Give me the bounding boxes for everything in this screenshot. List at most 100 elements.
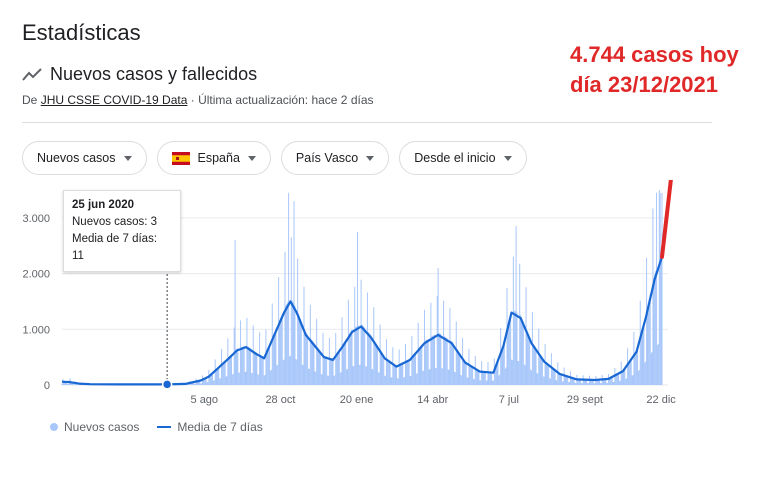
case-bar bbox=[554, 369, 556, 385]
case-bar bbox=[421, 344, 423, 385]
case-bar bbox=[360, 279, 362, 385]
case-bar bbox=[381, 352, 383, 385]
case-bar bbox=[439, 333, 441, 385]
y-tick-label: 1.000 bbox=[22, 324, 50, 336]
case-bar bbox=[651, 352, 653, 385]
case-bar bbox=[555, 380, 557, 385]
case-bar bbox=[204, 378, 206, 385]
case-bar bbox=[521, 316, 523, 385]
case-bar bbox=[558, 372, 560, 385]
case-bar bbox=[218, 366, 220, 385]
case-bar bbox=[376, 343, 378, 385]
case-bar bbox=[616, 373, 618, 385]
case-bar bbox=[411, 336, 413, 385]
legend-item-line[interactable]: Media de 7 días bbox=[157, 420, 263, 434]
case-bar bbox=[393, 363, 395, 385]
case-bar bbox=[635, 351, 637, 385]
period-dropdown[interactable]: Desde el inicio bbox=[399, 141, 527, 175]
case-bar bbox=[321, 374, 323, 385]
case-bar bbox=[197, 380, 199, 385]
case-bar bbox=[630, 358, 632, 385]
case-bar bbox=[215, 369, 217, 385]
case-bar bbox=[311, 340, 313, 385]
case-bar bbox=[284, 251, 286, 385]
case-bar bbox=[235, 349, 237, 385]
case-bar bbox=[370, 335, 372, 385]
cases-chart[interactable]: 0 1.000 2.000 3.000 5 ago 28 oct 20 ene 14 abr 7… bbox=[0, 180, 775, 415]
case-bar bbox=[273, 333, 275, 385]
case-bar bbox=[280, 315, 282, 385]
case-bar bbox=[463, 358, 465, 385]
case-bar bbox=[625, 378, 627, 385]
case-bar bbox=[489, 371, 491, 385]
case-bar bbox=[187, 384, 189, 385]
case-bar bbox=[341, 317, 343, 385]
case-bar bbox=[417, 322, 419, 385]
case-bar bbox=[200, 383, 202, 385]
case-bar bbox=[598, 379, 600, 385]
case-bar bbox=[301, 364, 303, 385]
case-bar bbox=[515, 226, 517, 385]
case-bar bbox=[615, 374, 617, 385]
case-bar bbox=[221, 363, 223, 385]
case-bar bbox=[466, 377, 468, 385]
case-bar bbox=[586, 379, 588, 385]
case-bar bbox=[467, 377, 469, 385]
case-bar bbox=[631, 375, 633, 385]
case-bar bbox=[580, 383, 582, 385]
case-bar bbox=[414, 352, 416, 385]
case-bar bbox=[356, 231, 358, 385]
case-bar bbox=[449, 307, 451, 385]
case-bar bbox=[520, 314, 522, 385]
metric-dropdown[interactable]: Nuevos casos bbox=[22, 141, 147, 175]
case-bar bbox=[309, 304, 311, 385]
case-bar bbox=[391, 377, 393, 385]
case-bar bbox=[67, 383, 69, 385]
x-tick-label: 20 ene bbox=[340, 394, 374, 406]
case-bar bbox=[64, 381, 66, 385]
case-bar bbox=[454, 372, 456, 385]
case-bar bbox=[457, 350, 459, 385]
case-bar bbox=[659, 192, 661, 385]
case-bar bbox=[364, 327, 366, 385]
case-bar bbox=[499, 374, 501, 385]
case-bar bbox=[230, 355, 232, 385]
case-bar bbox=[432, 335, 434, 385]
caret-down-icon bbox=[503, 155, 512, 161]
case-bar bbox=[329, 357, 331, 385]
case-bar bbox=[242, 346, 244, 385]
case-bar bbox=[270, 369, 272, 385]
case-bar bbox=[492, 380, 494, 385]
source-link[interactable]: JHU CSSE COVID-19 Data bbox=[40, 93, 188, 107]
case-bar bbox=[444, 337, 446, 385]
divider bbox=[22, 122, 712, 123]
case-bar bbox=[609, 377, 611, 385]
case-bar bbox=[645, 361, 647, 385]
case-bar bbox=[271, 303, 273, 385]
case-bar bbox=[194, 383, 196, 385]
case-bar bbox=[332, 358, 334, 385]
case-bar bbox=[334, 375, 336, 385]
case-bar bbox=[403, 377, 405, 385]
case-bar bbox=[262, 356, 264, 385]
case-bar bbox=[66, 381, 68, 385]
case-bar bbox=[350, 330, 352, 385]
region-dropdown[interactable]: País Vasco bbox=[280, 141, 390, 175]
case-bar bbox=[354, 286, 356, 385]
case-bar bbox=[641, 328, 643, 385]
case-bar bbox=[73, 384, 75, 385]
x-tick-label: 7 jul bbox=[499, 394, 519, 406]
legend-item-bars[interactable]: Nuevos casos bbox=[50, 420, 139, 434]
filter-bar: Nuevos casos España País Vasco Desde el … bbox=[22, 141, 527, 175]
country-dropdown[interactable]: España bbox=[156, 141, 271, 175]
case-bar bbox=[373, 307, 375, 385]
spain-flag-icon bbox=[171, 151, 190, 165]
case-bar bbox=[452, 342, 454, 385]
case-bar bbox=[348, 333, 350, 385]
case-bar bbox=[506, 288, 508, 385]
case-bar bbox=[514, 311, 516, 385]
case-bar bbox=[540, 354, 542, 385]
case-bar bbox=[380, 351, 382, 385]
case-bar bbox=[434, 334, 436, 385]
case-bar bbox=[425, 339, 427, 385]
